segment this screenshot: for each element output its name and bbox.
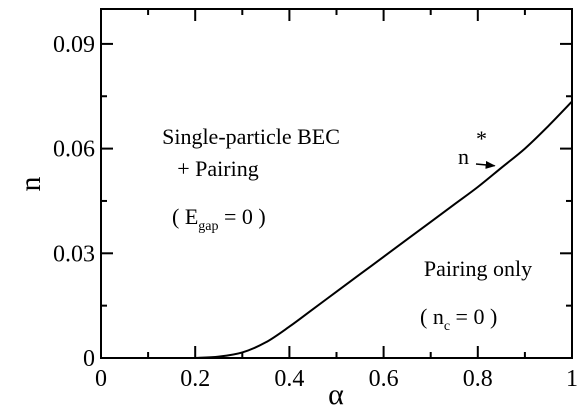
x-axis-label: α [328,378,344,409]
region-label-lower-line1: Pairing only [424,256,532,281]
region-label-upper-line3: ( Egap = 0 ) [172,204,266,234]
x-tick-label: 0 [95,366,107,392]
region-label-upper-line2: + Pairing [177,156,258,181]
curve-label-arrow [475,160,496,169]
y-tick-labels: 0 0.03 0.06 0.09 [53,32,95,372]
x-tick-label: 0.2 [180,366,210,392]
curve-label-sup: * [476,126,487,151]
y-tick-label: 0.09 [53,32,95,58]
axis-ticks [100,9,573,359]
region-label-lower-line2: ( nc = 0 ) [420,304,497,334]
x-tick-label: 0.6 [369,366,399,392]
region-label-upper-line1: Single-particle BEC [162,124,340,149]
y-tick-label: 0.06 [53,137,95,163]
x-tick-label: 0.8 [463,366,493,392]
y-tick-label: 0.03 [53,241,95,267]
y-tick-label: 0 [83,346,95,372]
plot-frame [100,8,573,359]
series-line-n-star [195,100,573,359]
y-axis-label: n [14,177,47,192]
x-tick-labels: 0 0.2 0.4 0.6 0.8 1 [95,366,578,392]
x-tick-label: 0.4 [274,366,304,392]
curve-label: n [458,144,469,169]
x-tick-label: 1 [566,366,578,392]
